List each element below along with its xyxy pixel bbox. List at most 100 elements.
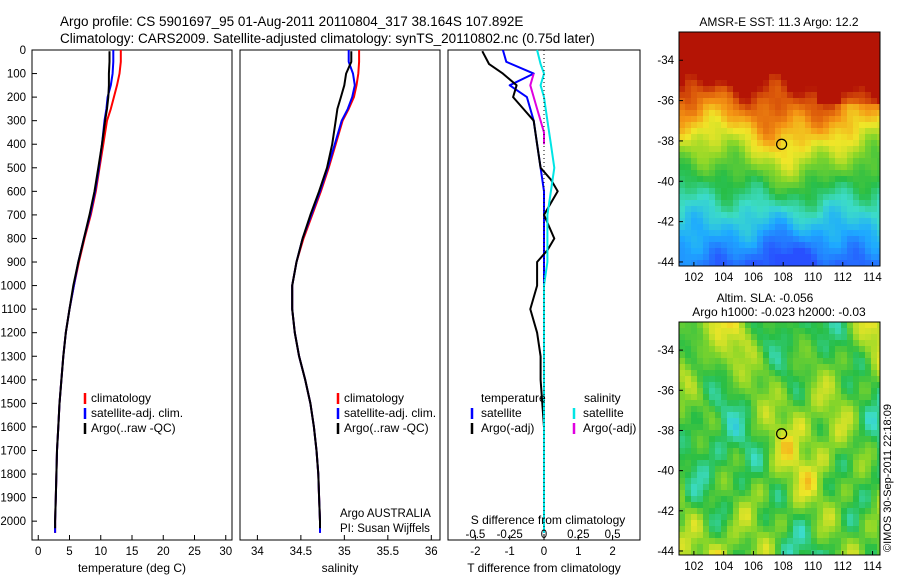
heatmap-cell [871, 484, 878, 491]
heatmap-cell [751, 104, 758, 111]
heatmap-cell [829, 358, 836, 365]
heatmap-cell [703, 224, 710, 231]
heatmap-cell [685, 418, 692, 425]
heatmap-cell [811, 382, 818, 389]
heatmap-cell [829, 188, 836, 195]
heatmap-cell [811, 32, 818, 39]
heatmap-cell [733, 502, 740, 509]
heatmap-cell [859, 496, 866, 503]
heatmap-cell [733, 352, 740, 359]
heatmap-cell [769, 182, 776, 189]
heatmap-cell [769, 188, 776, 195]
heatmap-cell [727, 328, 734, 335]
heatmap-cell [781, 152, 788, 159]
heatmap-cell [829, 44, 836, 51]
heatmap-cell [811, 448, 818, 455]
heatmap-cell [841, 346, 848, 353]
heatmap-cell [697, 370, 704, 377]
heatmap-cells [679, 32, 881, 267]
heatmap-cell [691, 242, 698, 249]
heatmap-cell [781, 74, 788, 81]
heatmap-cell [679, 68, 686, 75]
heatmap-cell [709, 242, 716, 249]
heatmap-cell [799, 242, 806, 249]
heatmap-cell [871, 224, 878, 231]
heatmap-cell [859, 248, 866, 255]
heatmap-cell [847, 188, 854, 195]
heatmap-cell [703, 538, 710, 545]
heatmap-cell [859, 80, 866, 87]
heatmap-cell [751, 328, 758, 335]
heatmap-cell [871, 460, 878, 467]
heatmap-cell [781, 484, 788, 491]
heatmap-cell [853, 50, 860, 57]
heatmap-cell [733, 550, 740, 556]
heatmap-cell [799, 514, 806, 521]
heatmap-cell [817, 164, 824, 171]
heatmap-cell [745, 550, 752, 556]
heatmap-cell [787, 98, 794, 105]
heatmap-cell [787, 218, 794, 225]
heatmap-cell [781, 68, 788, 75]
heatmap-cell [715, 352, 722, 359]
heatmap-cell [847, 322, 854, 329]
heatmap-cell [775, 230, 782, 237]
heatmap-cell [721, 544, 728, 551]
heatmap-cell [763, 370, 770, 377]
heatmap-cell [769, 352, 776, 359]
heatmap-cell [829, 158, 836, 165]
heatmap-cell [751, 526, 758, 533]
heatmap-cell [721, 454, 728, 461]
heatmap-cell [751, 68, 758, 75]
heatmap-cell [703, 454, 710, 461]
heatmap-cell [679, 80, 686, 87]
heatmap-cell [757, 430, 764, 437]
heatmap-cell [853, 538, 860, 545]
heatmap-cell [841, 328, 848, 335]
heatmap-cell [721, 346, 728, 353]
heatmap-cell [781, 496, 788, 503]
legend-entry: satellite [481, 406, 522, 420]
heatmap-cell [691, 370, 698, 377]
heatmap-cell [727, 44, 734, 51]
heatmap-cell [877, 532, 881, 539]
heatmap-cell [793, 74, 800, 81]
heatmap-cell [763, 490, 770, 497]
heatmap-cell [721, 230, 728, 237]
heatmap-cell [679, 334, 686, 341]
heatmap-cell [703, 424, 710, 431]
heatmap-cell [727, 164, 734, 171]
heatmap-cell [763, 260, 770, 267]
heatmap-cell [763, 248, 770, 255]
heatmap-cell [685, 394, 692, 401]
heatmap-cell [721, 38, 728, 45]
heatmap-cell [799, 218, 806, 225]
heatmap-cell [805, 538, 812, 545]
heatmap-cell [757, 538, 764, 545]
heatmap-cell [679, 152, 686, 159]
heatmap-cell [745, 472, 752, 479]
heatmap-cell [697, 388, 704, 395]
heatmap-cell [685, 442, 692, 449]
heatmap-cell [763, 116, 770, 123]
heatmap-cell [769, 44, 776, 51]
heatmap-cell [799, 502, 806, 509]
heatmap-cell [733, 412, 740, 419]
heatmap-cell [727, 406, 734, 413]
heatmap-cell [691, 218, 698, 225]
heatmap-cell [745, 104, 752, 111]
heatmap-cell [805, 424, 812, 431]
heatmap-cell [859, 56, 866, 63]
heatmap-cell [715, 86, 722, 93]
heatmap-cell [763, 424, 770, 431]
heatmap-cell [787, 406, 794, 413]
heatmap-cell [745, 448, 752, 455]
heatmap-cell [739, 472, 746, 479]
x-tick-label: 0 [35, 546, 41, 558]
heatmap-cell [865, 346, 872, 353]
heatmap-cell [787, 460, 794, 467]
heatmap-cell [715, 242, 722, 249]
heatmap-cell [769, 490, 776, 497]
heatmap-cell [787, 400, 794, 407]
heatmap-cell [829, 394, 836, 401]
